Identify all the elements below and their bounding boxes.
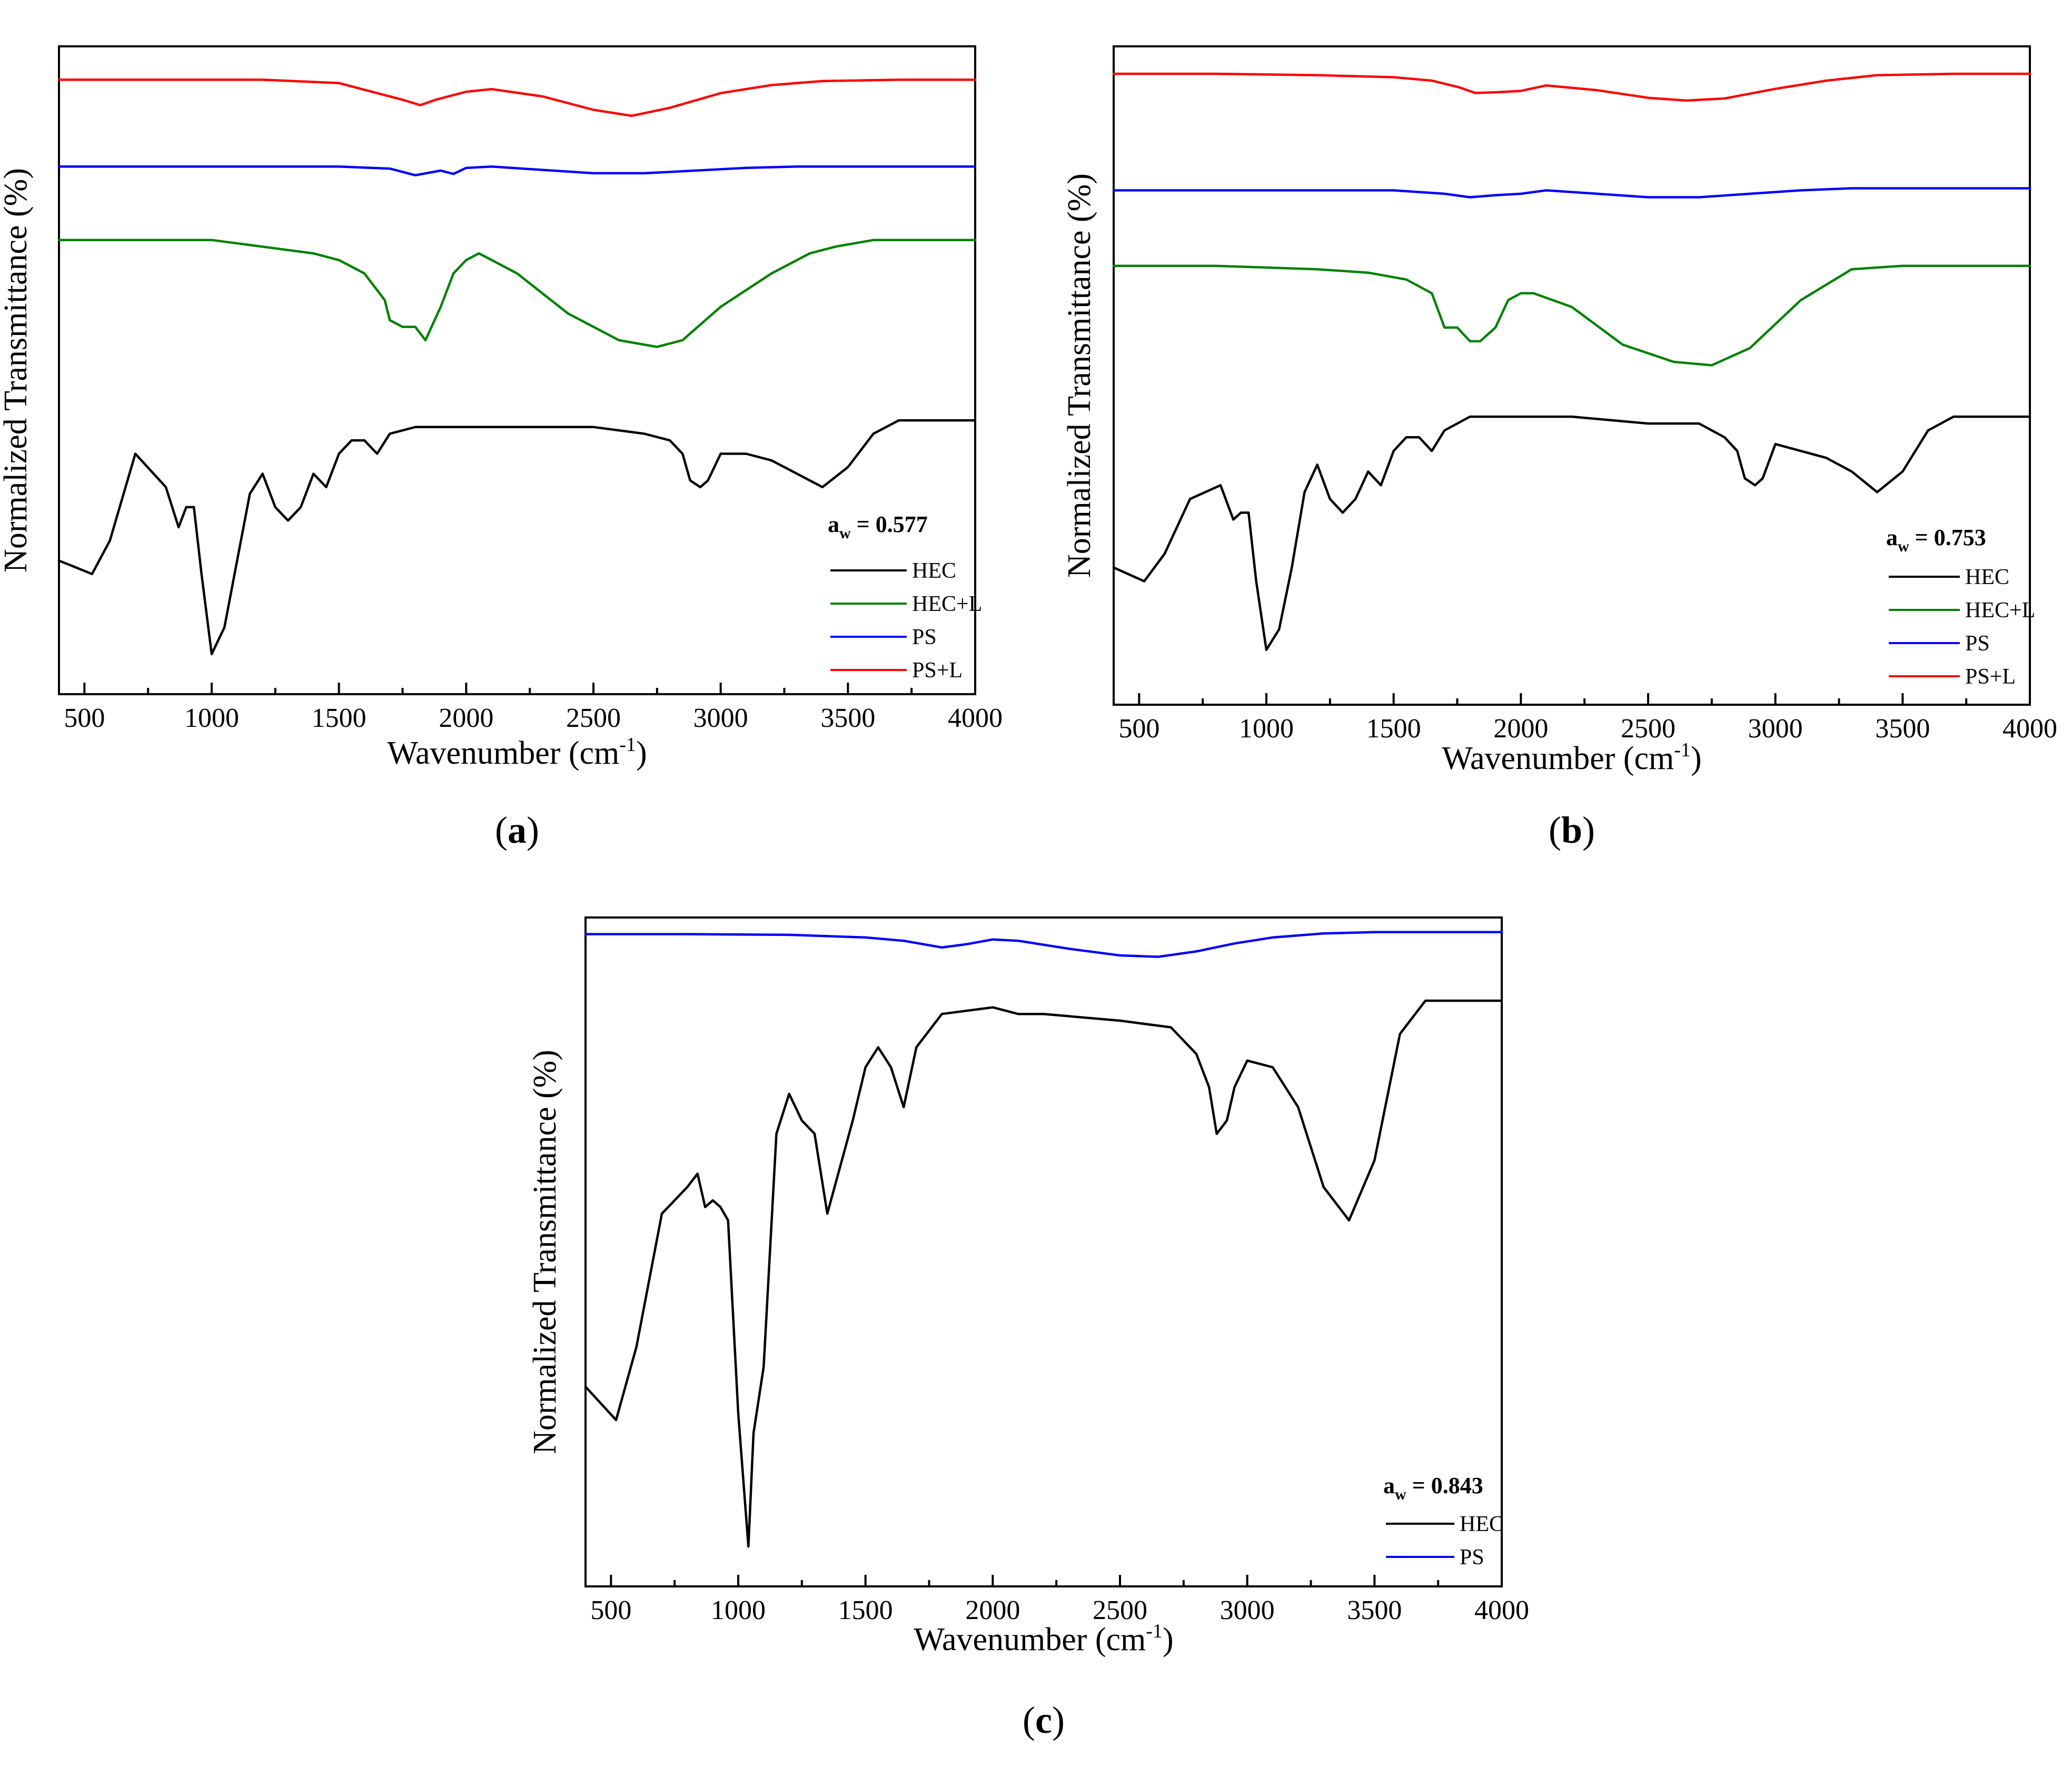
series-line-b-ps	[1112, 187, 2031, 199]
legend-label-b-ps-plus-l: PS+L	[1965, 665, 2016, 689]
legend-label-b-hec-plus-l: HEC+L	[1965, 598, 2035, 623]
x-axis-title-exponent-b: -1	[1674, 739, 1691, 761]
x-tick-label-a-1000: 1000	[184, 703, 239, 733]
x-tick-label-c-4000: 4000	[1474, 1595, 1529, 1625]
legend-title-value-b: = 0.753	[1909, 525, 1986, 550]
x-axis-title-exponent-a: -1	[619, 734, 636, 756]
panel-label-letter-b: b	[1561, 809, 1582, 851]
x-axis-title-close-b: )	[1691, 741, 1702, 776]
panel-label-letter-c: c	[1035, 1699, 1052, 1741]
x-tick-label-b-3500: 3500	[1875, 714, 1930, 744]
x-tick-label-b-2500: 2500	[1621, 714, 1676, 744]
series-line-c-ps	[584, 931, 1503, 958]
y-axis-title-c: Normalized Transmittance (%)	[527, 1050, 563, 1454]
legend-title-subscript-a: w	[839, 525, 851, 542]
legend-title-value-a: = 0.577	[851, 511, 928, 537]
x-axis-title-unit-a: cm	[580, 735, 620, 771]
series-line-b-hec-plus-l	[1112, 264, 2031, 367]
x-tick-label-a-3500: 3500	[820, 703, 875, 733]
series-line-a-hec-plus-l	[57, 239, 977, 348]
x-axis-title-close-a: )	[636, 735, 647, 771]
x-tick-label-b-4000: 4000	[2002, 714, 2057, 744]
legend-title-base-b: a	[1886, 525, 1898, 550]
x-axis-title-unit-b: cm	[1634, 741, 1674, 776]
x-tick-label-c-500: 500	[590, 1595, 631, 1625]
legend-title-c: aw = 0.843	[1383, 1473, 1483, 1503]
panel-label-open-c: (	[1023, 1699, 1035, 1741]
x-axis-title-unit-c: cm	[1106, 1622, 1146, 1658]
panel-label-open-a: (	[495, 809, 508, 851]
x-tick-label-a-4000: 4000	[948, 703, 1003, 733]
legend-a: aw = 0.577 HEC HEC+L PS PS+L	[828, 511, 982, 683]
legend-label-b-hec: HEC	[1965, 565, 2009, 589]
series-line-b-ps-plus-l	[1112, 72, 2031, 102]
legend-label-a-ps-plus-l: PS+L	[912, 658, 963, 683]
panel-label-close-a: )	[527, 809, 539, 851]
series-line-a-hec	[57, 419, 977, 656]
panel-label-close-c: )	[1052, 1699, 1065, 1741]
plot-frame-a	[58, 45, 976, 695]
legend-c: aw = 0.843 HEC PS	[1383, 1473, 1504, 1570]
x-tick-label-a-2500: 2500	[566, 703, 621, 733]
legend-label-a-hec: HEC	[912, 559, 956, 583]
series-line-b-hec	[1112, 415, 2031, 652]
legend-label-a-hec-plus-l: HEC+L	[912, 592, 982, 616]
series-line-a-ps	[57, 165, 977, 176]
panel-label-letter-a: a	[508, 809, 527, 851]
legend-label-c-ps: PS	[1460, 1545, 1484, 1570]
legend-title-base-c: a	[1383, 1473, 1395, 1498]
x-tick-label-a-3000: 3000	[693, 703, 748, 733]
x-tick-label-c-3500: 3500	[1347, 1595, 1402, 1625]
x-tick-label-c-1000: 1000	[711, 1595, 766, 1625]
legend-title-subscript-b: w	[1898, 538, 1909, 555]
x-tick-label-b-500: 500	[1118, 714, 1159, 744]
legend-title-value-c: = 0.843	[1406, 1473, 1483, 1498]
x-axis-title-close-c: )	[1163, 1622, 1174, 1658]
x-axis-title-text-b: Wavenumber (	[1442, 741, 1634, 776]
x-tick-label-b-1000: 1000	[1239, 714, 1294, 744]
legend-label-c-hec: HEC	[1460, 1512, 1504, 1536]
x-axis-title-exponent-c: -1	[1146, 1620, 1163, 1642]
panel-label-b: (b)	[1549, 809, 1595, 851]
y-axis-title-b: Normalized Transmittance (%)	[1062, 173, 1097, 578]
legend-title-b: aw = 0.753	[1886, 525, 1986, 555]
legend-title-base-a: a	[828, 511, 839, 537]
legend-title-a: aw = 0.577	[828, 511, 928, 542]
x-tick-label-c-3000: 3000	[1220, 1595, 1275, 1625]
x-tick-label-a-1500: 1500	[312, 703, 366, 733]
legend-label-b-ps: PS	[1965, 632, 1990, 656]
series-line-c-hec	[584, 999, 1503, 1548]
panel-label-close-b: )	[1582, 809, 1595, 851]
x-tick-label-c-2500: 2500	[1093, 1595, 1147, 1625]
x-axis-title-c: Wavenumber (cm-1)	[914, 1620, 1173, 1658]
x-axis-title-text-c: Wavenumber (	[914, 1622, 1106, 1658]
x-tick-label-c-1500: 1500	[838, 1595, 893, 1625]
x-tick-label-b-2000: 2000	[1493, 714, 1548, 744]
x-axis-title-a: Wavenumber (cm-1)	[387, 734, 647, 771]
legend-label-a-ps: PS	[912, 625, 937, 649]
panel-label-c: (c)	[1023, 1699, 1065, 1741]
y-axis-title-a: Normalized Transmittance (%)	[0, 168, 34, 573]
panel-a: 500 1000 1500 2000 2500 3000 3500 4000 Wavenumbe…	[0, 45, 1003, 851]
panel-b: 500 1000 1500 2000 2500 3000 3500 4000 Wavenumbe…	[1062, 45, 2057, 851]
x-tick-label-a-500: 500	[64, 703, 105, 733]
panel-c: 500 1000 1500 2000 2500 3000 3500 4000 Wavenumbe…	[527, 916, 1529, 1741]
legend-title-subscript-c: w	[1395, 1486, 1406, 1503]
legend-b: aw = 0.753 HEC HEC+L PS PS+L	[1886, 525, 2035, 689]
panel-label-open-b: (	[1549, 809, 1561, 851]
x-tick-label-a-2000: 2000	[439, 703, 493, 733]
x-axis-title-b: Wavenumber (cm-1)	[1442, 739, 1701, 776]
x-tick-label-b-3000: 3000	[1748, 714, 1803, 744]
panel-label-a: (a)	[495, 809, 539, 851]
x-tick-label-c-2000: 2000	[965, 1595, 1020, 1625]
x-tick-label-b-1500: 1500	[1366, 714, 1421, 744]
x-axis-title-text-a: Wavenumber (	[387, 735, 579, 771]
plot-frame-b	[1113, 45, 2031, 706]
plot-frame-c	[584, 916, 1503, 1587]
series-line-a-ps-plus-l	[57, 78, 977, 117]
